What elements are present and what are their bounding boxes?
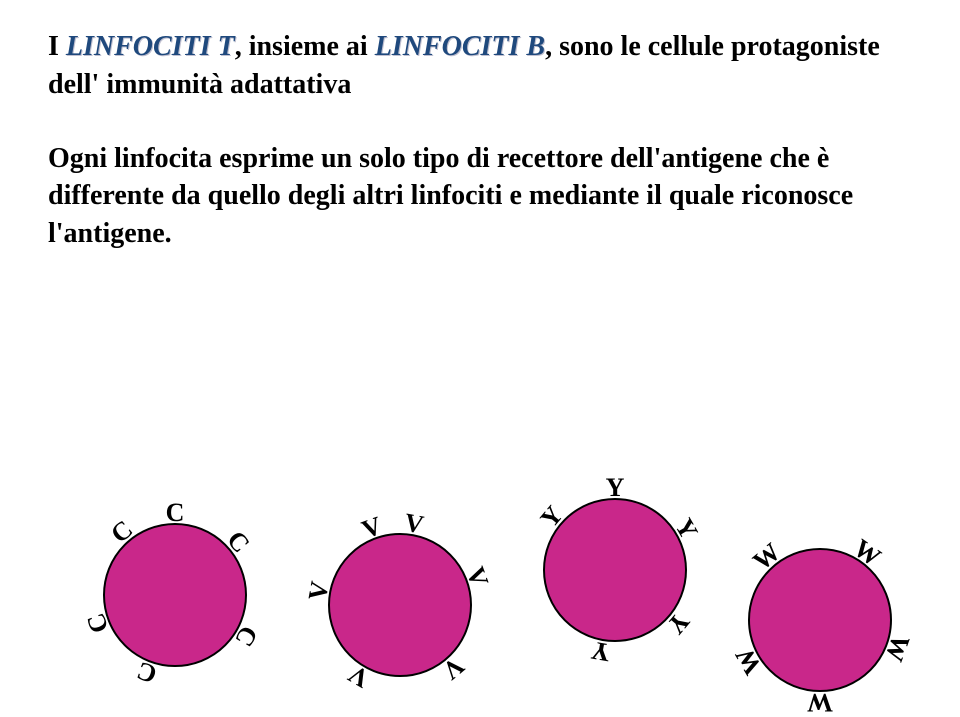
receptor-label: C <box>166 498 185 528</box>
receptor-label: V <box>358 511 386 546</box>
receptor-label: Y <box>589 634 613 667</box>
cells-diagram: CCCCCCVVVVVVYYYYYWWWWW <box>0 0 960 717</box>
receptor-label: V <box>460 563 495 591</box>
receptor-label: C <box>133 655 161 690</box>
receptor-label: V <box>303 579 336 603</box>
receptor-label: C <box>228 620 263 651</box>
receptor-label: Y <box>606 473 625 503</box>
receptor-label: W <box>807 687 833 717</box>
receptor-label: C <box>81 609 116 637</box>
